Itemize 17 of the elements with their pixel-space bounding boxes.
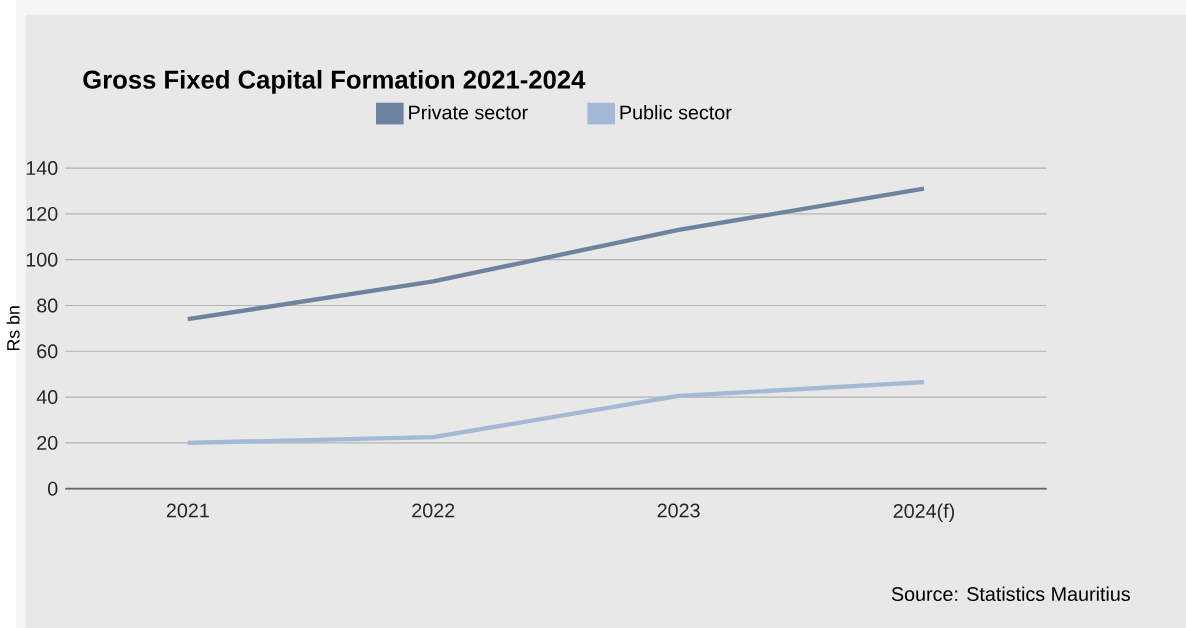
y-axis-title: Rs bn xyxy=(6,306,20,350)
x-tick-label: 2021 xyxy=(166,503,209,518)
y-tick-label: 0 xyxy=(48,481,58,496)
y-tick-label: 60 xyxy=(37,344,58,359)
y-tick-label: 100 xyxy=(26,252,58,267)
x-tick-label: 2022 xyxy=(412,503,455,518)
x-tick-label: 2024(f) xyxy=(893,503,954,522)
y-tick-label: 20 xyxy=(37,435,58,450)
legend-label: Public sector xyxy=(620,104,732,120)
y-tick-label: 40 xyxy=(36,389,58,404)
source-note: Source: Statistics Mauritius xyxy=(891,586,1130,601)
y-tick-label: 140 xyxy=(26,160,58,175)
x-tick-label: 2023 xyxy=(657,503,700,518)
y-tick-label: 80 xyxy=(37,298,58,313)
y-tick-label: 120 xyxy=(26,206,58,221)
legend-label: Private sector xyxy=(409,104,528,120)
chart-title: Gross Fixed Capital Formation 2021-2024 xyxy=(83,69,586,94)
